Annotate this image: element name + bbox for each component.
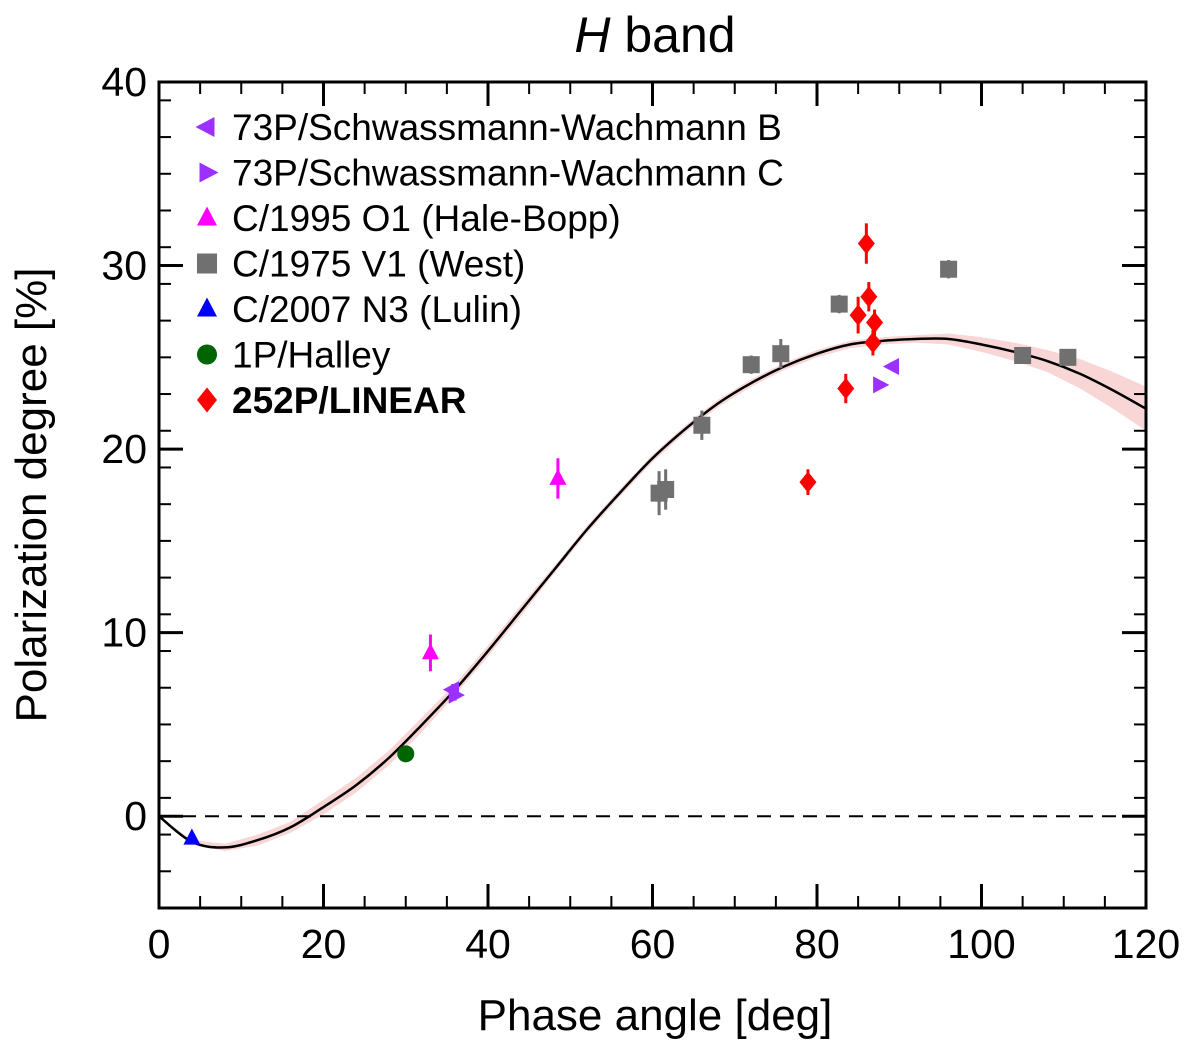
data-point	[837, 377, 855, 400]
legend-label: 73P/Schwassmann-Wachmann C	[232, 153, 784, 194]
legend-entry: 73P/Schwassmann-Wachmann B	[195, 107, 782, 148]
series-1	[448, 376, 890, 704]
legend-label: C/1995 O1 (Hale-Bopp)	[232, 198, 621, 239]
x-tick-label: 20	[301, 921, 347, 967]
x-tick-label: 80	[794, 921, 840, 967]
legend-marker	[195, 117, 215, 137]
y-tick-label: 40	[101, 59, 147, 105]
data-point	[772, 345, 790, 363]
fit-layer	[158, 333, 1147, 852]
legend-entry: 252P/LINEAR	[197, 380, 466, 421]
x-tick-label: 0	[148, 921, 171, 967]
y-tick-label: 0	[124, 793, 147, 839]
data-point	[1014, 346, 1032, 364]
data-point	[940, 260, 958, 278]
series-2	[421, 458, 567, 672]
legend-entry: C/1975 V1 (West)	[197, 244, 525, 285]
legend-label: C/1975 V1 (West)	[232, 244, 525, 285]
legend: 73P/Schwassmann-Wachmann B 73P/Schwassman…	[195, 107, 784, 421]
data-point	[421, 643, 439, 660]
chart-title-rest: band	[610, 7, 735, 63]
data-layer	[183, 223, 1077, 845]
data-point	[657, 480, 675, 498]
legend-marker	[197, 206, 217, 226]
fit-curve	[158, 337, 1147, 849]
chart-title-italic: H	[574, 7, 611, 63]
x-tick-label: 60	[630, 921, 676, 967]
data-point	[1059, 348, 1077, 366]
legend-entry: 1P/Halley	[197, 335, 391, 376]
data-point	[183, 828, 201, 845]
legend-label: C/2007 N3 (Lulin)	[232, 289, 522, 330]
series-4	[183, 828, 201, 845]
tick-layer: 0 20 40 60 80 100 120 0 10 20 30 40	[101, 59, 1180, 967]
x-axis-label: Phase angle [deg]	[478, 991, 833, 1040]
data-point	[693, 416, 711, 434]
data-point	[799, 471, 817, 493]
legend-entry: C/2007 N3 (Lulin)	[197, 289, 522, 330]
legend-label: 1P/Halley	[232, 335, 391, 376]
chart-title: H band	[574, 7, 735, 63]
y-tick-label: 10	[101, 610, 147, 656]
legend-marker	[197, 297, 217, 317]
legend-label: 73P/Schwassmann-Wachmann B	[232, 107, 782, 148]
data-point	[549, 468, 567, 485]
series-6	[799, 223, 884, 495]
data-point	[866, 311, 884, 334]
y-tick-label: 20	[101, 426, 147, 472]
series-3	[650, 260, 1077, 516]
data-point	[882, 358, 900, 376]
y-tick-label: 30	[101, 243, 147, 289]
data-point	[397, 745, 415, 763]
series-0	[442, 358, 900, 699]
legend-entry: 73P/Schwassmann-Wachmann C	[199, 153, 784, 194]
legend-marker	[199, 162, 219, 183]
data-point	[857, 232, 875, 255]
legend-marker	[197, 387, 217, 413]
legend-entry: C/1995 O1 (Hale-Bopp)	[197, 198, 621, 239]
y-axis-label: Polarization degree [%]	[7, 268, 56, 723]
legend-marker	[197, 253, 217, 274]
data-point	[830, 295, 848, 313]
legend-marker	[197, 344, 217, 365]
data-point	[448, 686, 465, 704]
x-tick-label: 100	[947, 921, 1015, 967]
series-5	[397, 745, 415, 763]
legend-label: 252P/LINEAR	[232, 380, 466, 421]
data-point	[860, 286, 878, 308]
data-point	[849, 304, 867, 326]
data-point	[742, 356, 760, 374]
data-point	[873, 376, 890, 394]
x-tick-label: 120	[1112, 921, 1180, 967]
data-point	[864, 332, 882, 354]
x-tick-label: 40	[465, 921, 511, 967]
